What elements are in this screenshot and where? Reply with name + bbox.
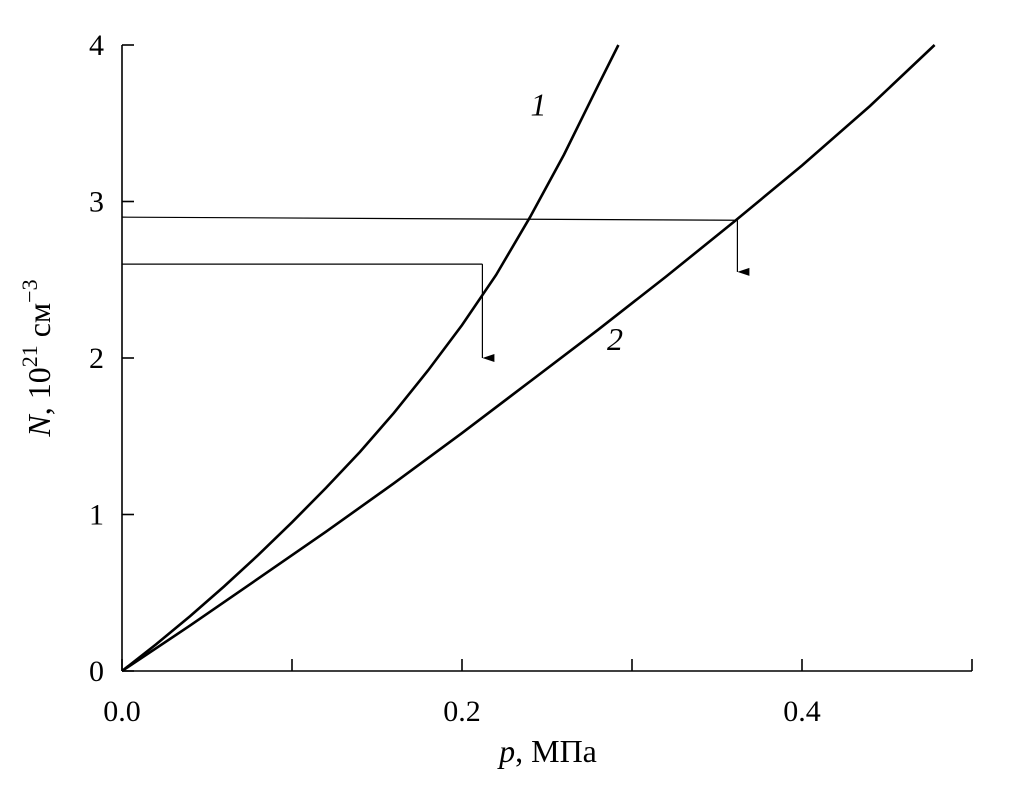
y-tick-label: 3 <box>89 186 104 219</box>
x-axis-label-unit: , МПа <box>515 733 597 769</box>
y-tick-label: 4 <box>89 29 104 62</box>
curves <box>121 44 936 673</box>
guide-horizontal-2 <box>121 216 738 221</box>
y-axis-label-scale-exp: 21 <box>17 345 42 367</box>
y-axis-label-unit-exp: −3 <box>17 279 42 302</box>
curve-label-2: 2 <box>607 321 623 357</box>
curve-2 <box>121 44 936 673</box>
x-tick-label: 0.2 <box>443 695 481 728</box>
x-tick-label: 0.4 <box>783 695 821 728</box>
y-tick-label: 2 <box>89 342 104 375</box>
y-axis-label-symbol: N <box>21 414 57 438</box>
y-tick-label: 1 <box>89 499 104 532</box>
x-tick-label: 0.0 <box>103 695 141 728</box>
axis-ticks <box>121 44 973 672</box>
x-axis-label-symbol: p <box>497 733 515 769</box>
y-axis-label-scale: , 10 <box>21 367 57 415</box>
y-axis-label: N, 1021 см−3 <box>17 279 57 437</box>
y-tick-label: 0 <box>89 655 104 688</box>
curve-1 <box>121 44 620 673</box>
axes <box>121 45 972 672</box>
curve-labels: 12 <box>531 86 624 357</box>
curve-label-1: 1 <box>531 86 547 122</box>
y-axis-label-unit: см <box>21 303 57 345</box>
x-axis-label: p, МПа <box>497 733 597 769</box>
guide-lines <box>121 216 750 362</box>
